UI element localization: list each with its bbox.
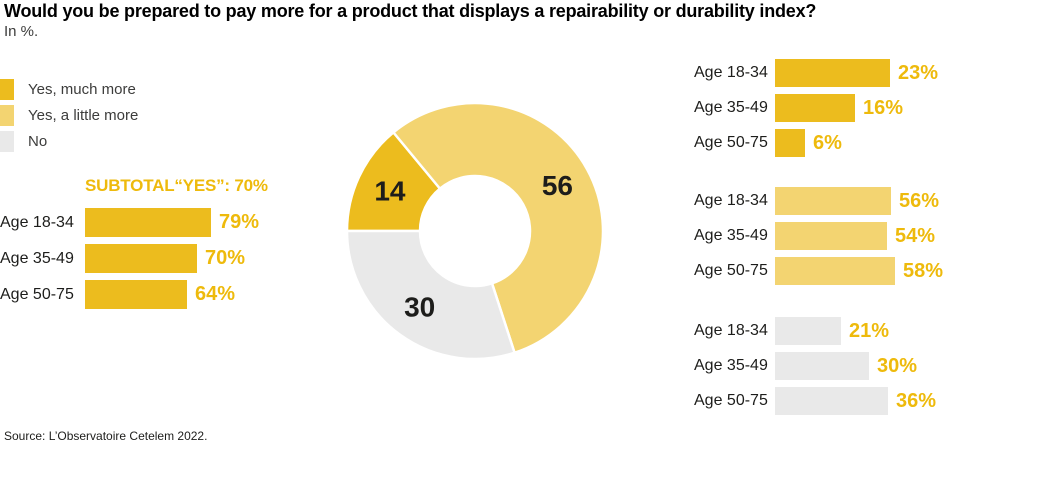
bar-row: Age 35-49 30%: [694, 352, 936, 380]
age-label: Age 35-49: [0, 249, 74, 267]
legend-label: Yes, a little more: [28, 107, 139, 124]
bar: [775, 317, 841, 345]
donut-value-label: 30: [404, 292, 435, 323]
bar-group-yes-little-more: Age 18-34 56% Age 35-49 54% Age 50-75 58%: [694, 187, 943, 292]
bar-group-subtotal-yes: Age 18-34 79% Age 35-49 70% Age 50-75 64%: [0, 208, 259, 316]
legend-item-yes-little-more: Yes, a little more: [0, 105, 138, 126]
bar: [775, 59, 890, 87]
source-note: Source: L’Observatoire Cetelem 2022.: [4, 429, 208, 443]
bar-row: Age 18-34 21%: [694, 317, 936, 345]
bar-value: 6%: [813, 131, 842, 154]
bar-value: 30%: [877, 354, 918, 377]
bar-row: Age 50-75 58%: [694, 257, 943, 285]
bar-group-no: Age 18-34 21% Age 35-49 30% Age 50-75 36%: [694, 317, 936, 422]
age-label: Age 50-75: [694, 134, 768, 151]
bar-value: 21%: [849, 319, 890, 342]
bar-value: 70%: [205, 247, 246, 269]
bar-row: Age 50-75 64%: [0, 280, 259, 309]
subtotal-yes-label: SUBTOTAL“YES”: 70%: [85, 176, 268, 195]
age-label: Age 18-34: [694, 192, 768, 209]
bar-value: 54%: [895, 224, 936, 247]
bar-value: 36%: [896, 389, 937, 412]
bar: [775, 387, 888, 415]
donut-value-label: 56: [542, 170, 573, 201]
legend-item-yes-much-more: Yes, much more: [0, 79, 138, 100]
bar: [775, 222, 887, 250]
age-label: Age 35-49: [694, 99, 768, 116]
bar-row: Age 50-75 6%: [694, 129, 938, 157]
bar-value: 16%: [863, 96, 904, 119]
page-title: Would you be prepared to pay more for a …: [4, 1, 817, 21]
bar: [775, 257, 895, 285]
bar-value: 58%: [903, 259, 944, 282]
age-label: Age 35-49: [694, 227, 768, 244]
donut-svg: 14 56 30: [345, 101, 605, 361]
bar-row: Age 18-34 23%: [694, 59, 938, 87]
legend: Yes, much more Yes, a little more No: [0, 79, 138, 157]
bar: [775, 352, 869, 380]
age-label: Age 50-75: [694, 262, 768, 279]
donut-value-label: 14: [374, 176, 406, 207]
age-label: Age 50-75: [0, 285, 74, 303]
bar: [775, 187, 891, 215]
legend-item-no: No: [0, 131, 138, 152]
bar-value: 79%: [219, 211, 260, 233]
subtitle: In %.: [4, 23, 39, 40]
legend-swatch-yes-much-more: [0, 79, 14, 100]
bar: [85, 280, 187, 309]
legend-label: No: [28, 133, 48, 150]
donut-chart: 14 56 30: [345, 101, 605, 361]
legend-swatch-no: [0, 131, 14, 152]
bar-row: Age 50-75 36%: [694, 387, 936, 415]
bar-group-yes-much-more: Age 18-34 23% Age 35-49 16% Age 50-75 6%: [694, 59, 938, 164]
bar-row: Age 35-49 70%: [0, 244, 259, 273]
age-label: Age 18-34: [694, 322, 768, 339]
bar: [85, 244, 197, 273]
age-label: Age 35-49: [694, 357, 768, 374]
donut-slice-no: [345, 229, 516, 361]
bar: [85, 208, 211, 237]
bar: [775, 94, 855, 122]
bar-value: 23%: [898, 61, 939, 84]
legend-label: Yes, much more: [28, 81, 136, 98]
donut-slice-yes-a-little-more: [392, 101, 605, 354]
legend-swatch-yes-little-more: [0, 105, 14, 126]
bar-value: 56%: [899, 189, 940, 212]
age-label: Age 18-34: [694, 64, 768, 81]
age-label: Age 18-34: [0, 213, 74, 231]
bar-value: 64%: [195, 283, 236, 305]
bar: [775, 129, 805, 157]
bar-row: Age 35-49 16%: [694, 94, 938, 122]
bar-row: Age 35-49 54%: [694, 222, 943, 250]
bar-row: Age 18-34 79%: [0, 208, 259, 237]
age-label: Age 50-75: [694, 392, 768, 409]
bar-row: Age 18-34 56%: [694, 187, 943, 215]
